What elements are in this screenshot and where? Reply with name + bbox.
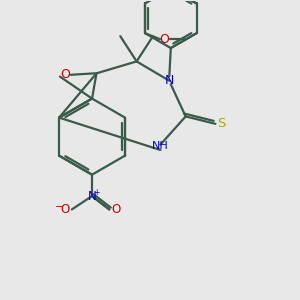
Text: −: − — [55, 202, 64, 212]
Text: NH: NH — [152, 141, 169, 151]
Text: O: O — [61, 203, 70, 216]
Text: O: O — [159, 33, 169, 46]
Text: S: S — [217, 117, 226, 130]
Text: N: N — [165, 74, 174, 87]
Text: O: O — [60, 68, 70, 81]
Text: O: O — [111, 203, 120, 216]
Text: N: N — [88, 190, 96, 202]
Text: +: + — [93, 188, 99, 197]
